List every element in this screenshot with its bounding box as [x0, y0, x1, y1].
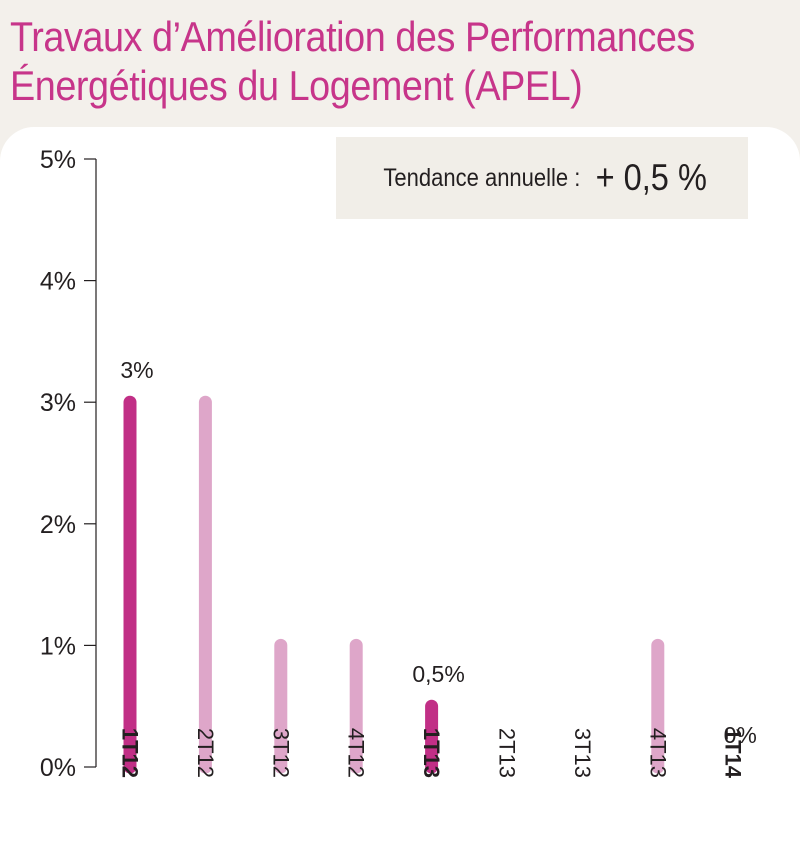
y-tick-label: 0%: [40, 754, 76, 782]
x-tick-label: 3T13: [570, 728, 595, 778]
data-label: 0%: [724, 722, 757, 748]
chart-title: Travaux d’Amélioration des Performances …: [10, 12, 717, 110]
x-tick-label: 2T13: [495, 728, 520, 778]
x-tick-label: 2T12: [193, 728, 218, 778]
trend-value: + 0,5 %: [595, 157, 707, 198]
trend-box: Tendance annuelle : + 0,5 %: [336, 137, 748, 219]
data-label: 0,5%: [412, 661, 464, 687]
x-tick-label: 1T13: [419, 728, 444, 778]
y-tick-label: 3%: [40, 389, 76, 417]
x-tick-label: 3T12: [268, 728, 293, 778]
trend-label: Tendance annuelle :: [383, 163, 581, 192]
y-tick-label: 4%: [40, 268, 76, 296]
title-line-2: Énergétiques du Logement (APEL): [10, 62, 583, 109]
x-tick-label: 4T13: [645, 728, 670, 778]
data-label: 3%: [120, 357, 153, 383]
title-line-1: Travaux d’Amélioration des Performances: [10, 13, 695, 60]
x-tick-label: 1T14: [721, 728, 746, 779]
y-tick-label: 1%: [40, 632, 76, 660]
y-tick-label: 2%: [40, 511, 76, 539]
x-tick-label: 1T12: [118, 728, 143, 778]
y-tick-label: 5%: [40, 146, 76, 174]
x-tick-label: 4T12: [344, 728, 369, 778]
